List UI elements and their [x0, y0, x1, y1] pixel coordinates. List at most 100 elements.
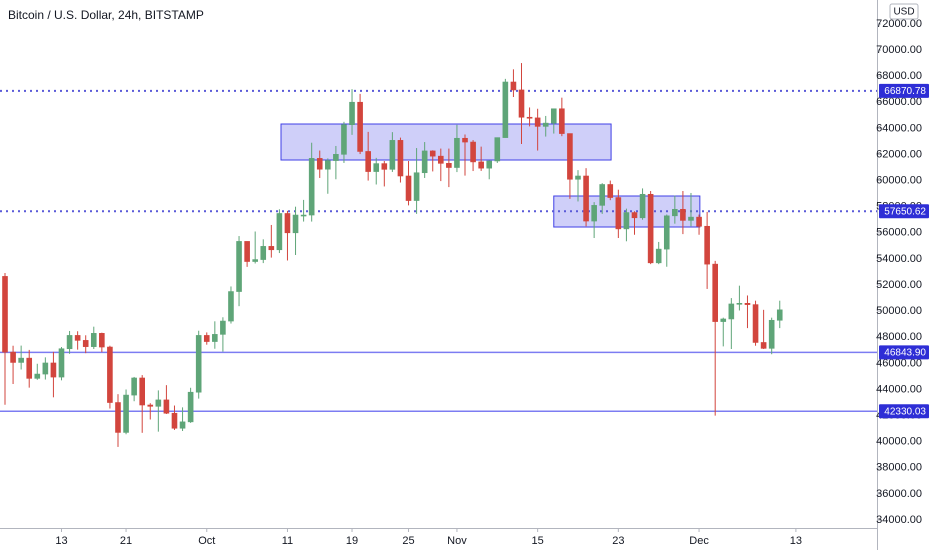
candle-body [680, 208, 686, 221]
candle-body [518, 89, 525, 118]
x-tick-label: 25 [402, 535, 414, 547]
x-tick-label: 11 [282, 535, 293, 547]
chart-title: Bitcoin / U.S. Dollar, 24h, BITSTAMP [8, 8, 204, 22]
candle-body [599, 184, 606, 206]
candle-body [397, 140, 404, 177]
candle-body [542, 122, 549, 127]
candle-body [567, 133, 573, 180]
candle-body [607, 184, 614, 198]
candle-body [454, 137, 460, 168]
y-tick-label: 56000.00 [876, 227, 922, 239]
candle-body [276, 213, 283, 251]
candle-body [510, 81, 517, 91]
y-tick-label: 62000.00 [876, 148, 922, 160]
y-tick-label: 50000.00 [876, 305, 922, 317]
candle-body [768, 319, 775, 349]
candle-body [486, 160, 493, 169]
candle-body [437, 155, 444, 164]
candle-body [615, 197, 622, 230]
level-label-box [879, 404, 929, 419]
candle-body [187, 391, 194, 423]
candle-body [373, 163, 380, 172]
level-label-box [879, 345, 929, 360]
candle-body [421, 150, 428, 174]
candle-body [268, 246, 275, 251]
y-tick-label: 36000.00 [876, 488, 922, 500]
candle-body [631, 212, 638, 219]
y-tick-label: 68000.00 [876, 70, 922, 82]
candle-body [663, 215, 670, 250]
candle-body [672, 208, 678, 217]
candle-body [220, 320, 226, 335]
candle-body [292, 214, 299, 234]
candle-body [212, 334, 218, 342]
candle-body [583, 175, 589, 222]
candle-body [34, 373, 41, 379]
y-tick-label: 48000.00 [876, 331, 922, 343]
candle-body [179, 421, 186, 429]
candle-body [107, 346, 113, 403]
candle-body [446, 163, 452, 168]
currency-box[interactable] [889, 3, 919, 20]
candle-body [26, 357, 33, 379]
candle-body [655, 248, 662, 264]
candle-body [236, 241, 242, 292]
level-label: 46843.90 [884, 347, 926, 358]
candle-body [349, 101, 355, 125]
candle-body [413, 172, 420, 201]
y-tick-label: 38000.00 [876, 462, 922, 474]
candle-body [155, 399, 162, 407]
y-tick-label: 44000.00 [876, 383, 922, 395]
candle-body [316, 158, 323, 170]
candle-body [752, 304, 759, 343]
candle-body [228, 291, 234, 322]
x-tick-label: 15 [532, 535, 544, 547]
candle-body [333, 154, 339, 161]
candle-body [462, 137, 468, 143]
candle-body [147, 404, 154, 407]
candle-body [550, 108, 557, 124]
candle-body [591, 205, 597, 222]
candle-body [203, 335, 210, 342]
candle-body [284, 213, 291, 234]
y-tick-label: 34000.00 [876, 514, 922, 526]
candle-body [365, 151, 371, 172]
candle-body [260, 246, 267, 260]
candle-body [300, 214, 307, 217]
candle-body [736, 302, 743, 305]
candle-body [494, 137, 501, 162]
candle-body [728, 303, 735, 320]
currency-label[interactable]: USD [893, 7, 914, 18]
candle-body [470, 141, 476, 163]
y-tick-label: 46000.00 [876, 357, 922, 369]
candle-body [50, 362, 57, 378]
x-tick-label: 13 [55, 535, 67, 547]
candle-body [429, 150, 436, 157]
y-tick-label: 60000.00 [876, 174, 922, 186]
candle-body [760, 342, 767, 349]
x-tick-label: Nov [447, 535, 467, 547]
candle-body [704, 225, 710, 265]
candle-body [502, 81, 509, 138]
candle-body [42, 362, 49, 375]
y-tick-label: 52000.00 [876, 279, 922, 291]
candle-body [405, 175, 412, 201]
y-tick-label: 66000.00 [876, 96, 922, 108]
candle-body [639, 193, 646, 219]
x-tick-label: 19 [346, 535, 358, 547]
candle-body [163, 399, 170, 414]
candle-body [712, 263, 718, 322]
level-label: 42330.03 [884, 406, 926, 417]
candle-body [308, 158, 315, 216]
x-tick-label: Dec [689, 535, 709, 547]
level-label: 57650.62 [884, 206, 926, 217]
candle-body [526, 116, 533, 119]
x-tick-label: 23 [612, 535, 624, 547]
candle-body [559, 108, 565, 134]
y-tick-label: 54000.00 [876, 253, 922, 265]
candle-body [381, 163, 388, 170]
candle-body [776, 309, 783, 321]
